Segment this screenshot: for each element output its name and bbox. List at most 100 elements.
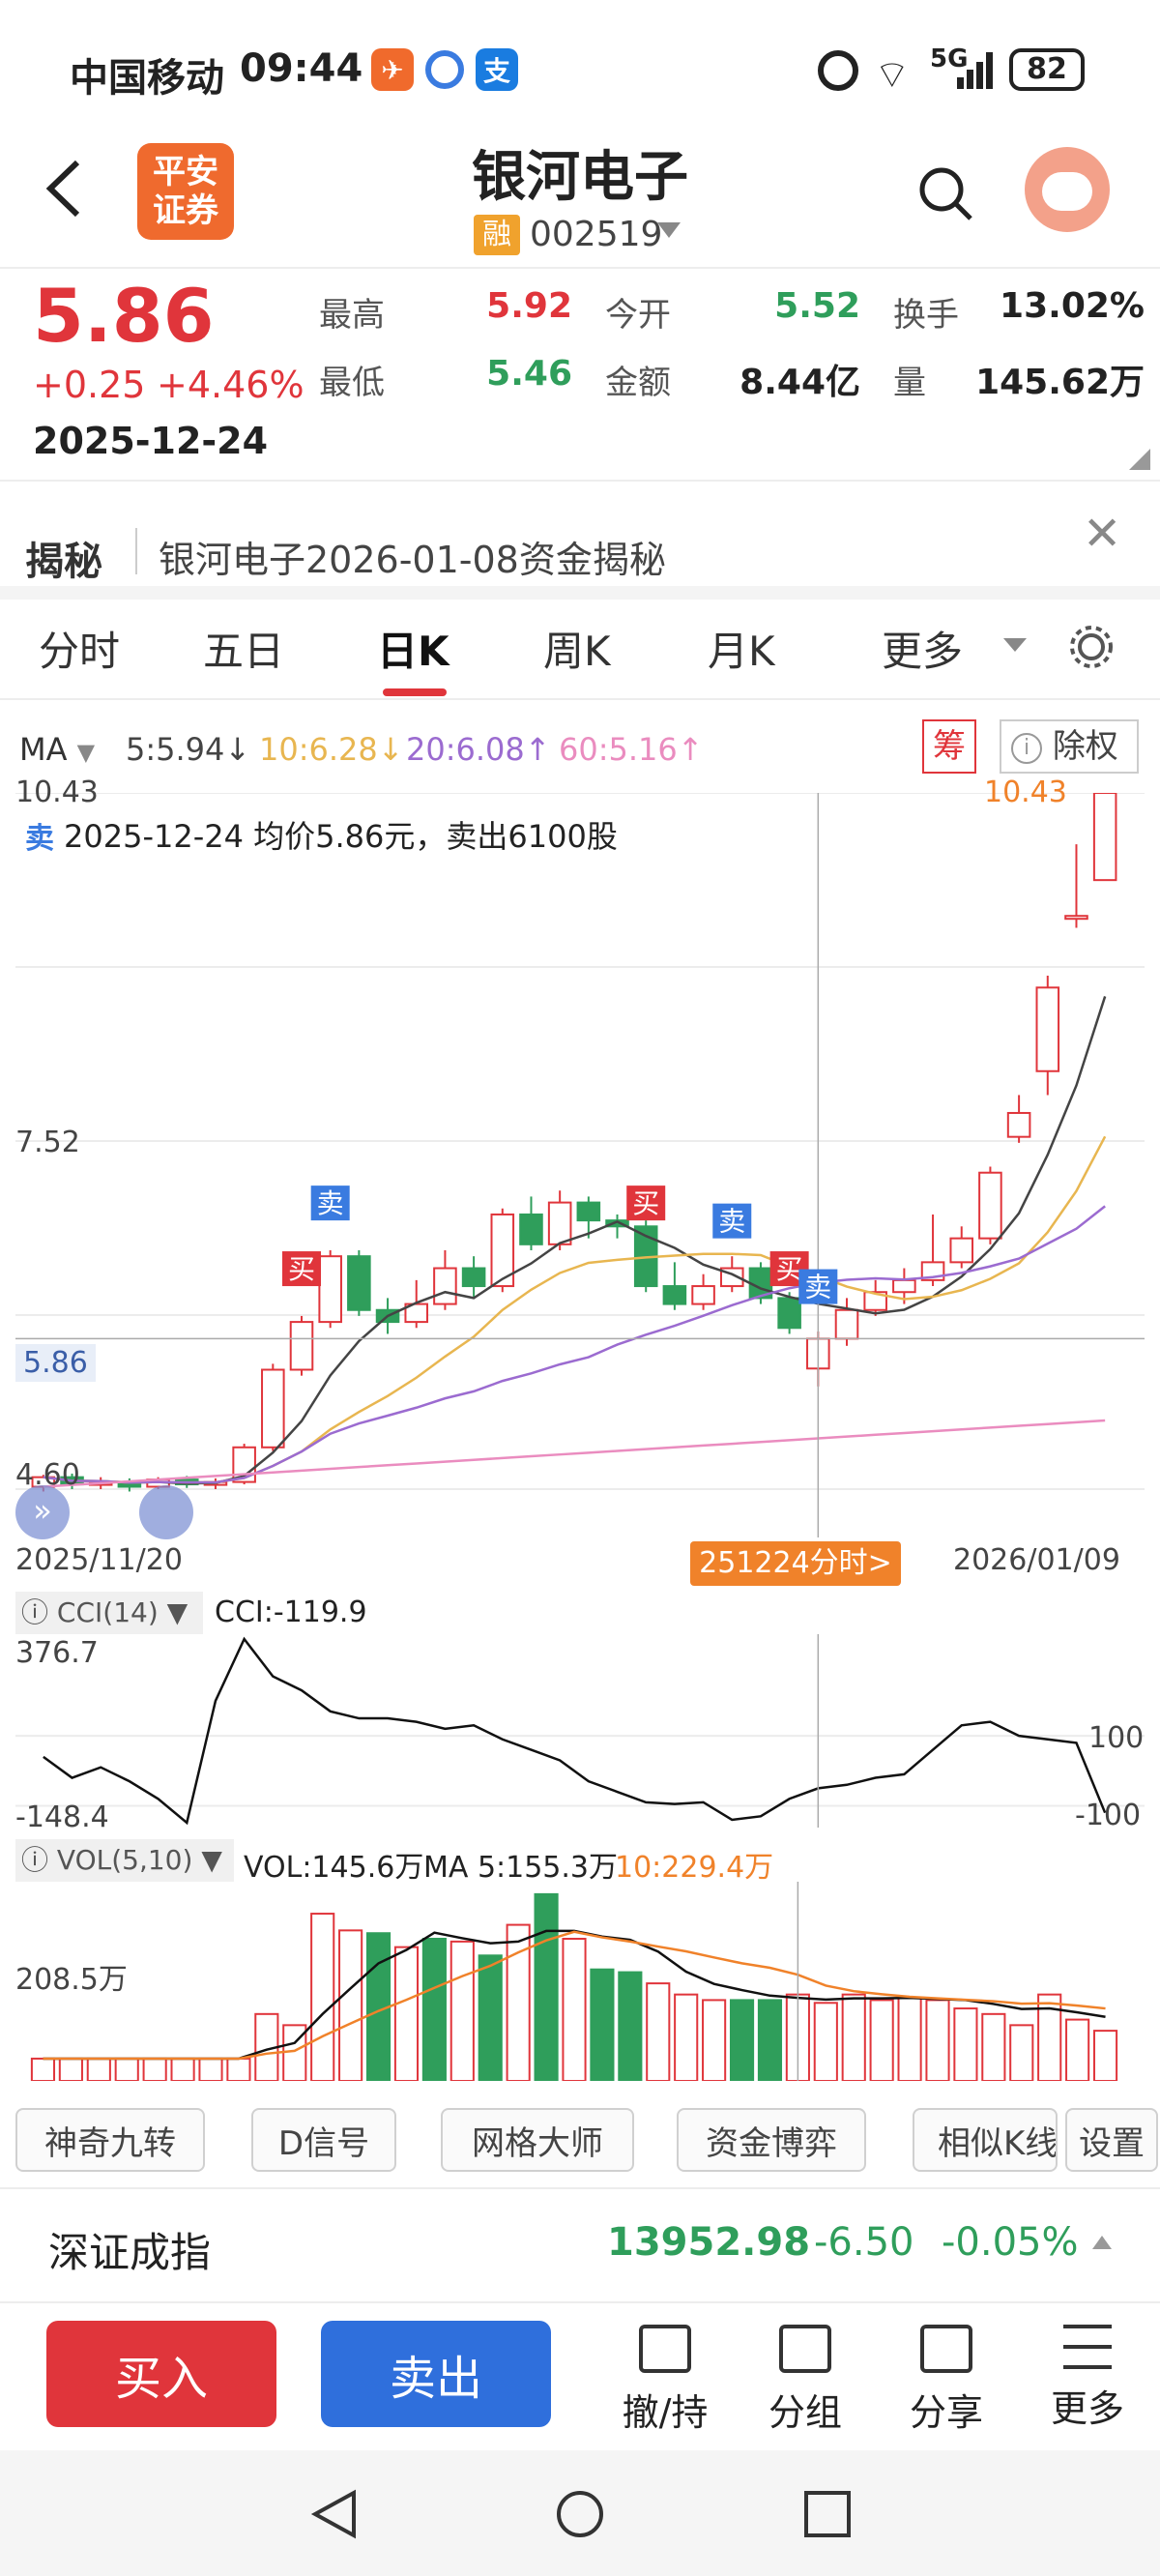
kline-chart[interactable]: 买卖买卖买卖 卖 2025-12-24 均价5.86元，卖出6100股 10.4… <box>15 776 1145 1539</box>
candle-body <box>261 1368 285 1449</box>
sell-marker <box>712 1203 752 1239</box>
tab-five-day[interactable]: 五日 <box>203 628 285 675</box>
vol-ma10: 10:229.4万 <box>615 1851 774 1885</box>
stock-code[interactable]: 002519 <box>530 215 663 254</box>
open-label: 今开 <box>605 296 671 335</box>
info-icon: ⓘ <box>21 1844 49 1876</box>
volume-bar <box>393 1946 420 2081</box>
current-price-tag: 5.86 <box>15 1344 96 1382</box>
index-ticker[interactable]: 深证成指 13952.98 -6.50 -0.05% <box>0 2189 1160 2305</box>
nav-back-icon[interactable] <box>307 2487 362 2541</box>
vol-indicator-selector[interactable]: ⓘ VOL(5,10) ▼ <box>15 1839 234 1882</box>
cancel-hold-button[interactable]: 撤/持 <box>612 2325 718 2436</box>
nav-recents-icon[interactable] <box>800 2487 855 2541</box>
tool-fund-game-button[interactable]: 资金博弈 <box>677 2108 866 2172</box>
volume-bar <box>869 1999 894 2081</box>
expand-quote-icon[interactable] <box>1129 449 1150 470</box>
chip-distribution-button[interactable]: 筹 <box>922 719 976 774</box>
amount-value: 8.44亿 <box>740 363 860 402</box>
volume-bar <box>590 1968 615 2081</box>
cci-indicator-selector[interactable]: ⓘ CCI(14) ▼ <box>15 1592 203 1634</box>
tab-daily-k[interactable]: 日K <box>377 628 450 675</box>
ma10-value: 10:6.28↓ <box>259 731 404 768</box>
ma-label: MA <box>19 731 68 768</box>
reveal-label: 揭秘 <box>25 540 102 584</box>
tool-magic-nine-button[interactable]: 神奇九转 <box>15 2108 205 2172</box>
tab-more[interactable]: 更多 <box>882 628 964 675</box>
ma-selector[interactable]: MA ▼ <box>19 731 95 768</box>
battery-level: 82 <box>1027 52 1067 86</box>
tool-similar-k-button[interactable]: 相似K线 <box>913 2108 1058 2172</box>
tool-settings-button[interactable]: 设置 <box>1065 2108 1158 2172</box>
trade-note: 2025-12-24 均价5.86元，卖出6100股 <box>64 818 618 855</box>
volume-bar <box>338 1929 363 2081</box>
volume-bar <box>310 1913 335 2081</box>
ex-right-button[interactable]: i 除权 <box>1000 719 1139 774</box>
last-price: 5.86 <box>33 273 215 359</box>
expand-left-button[interactable]: » <box>15 1485 70 1539</box>
volume-bar <box>30 2057 56 2081</box>
folder-icon <box>779 2325 831 2373</box>
reveal-text[interactable]: 银河电子2026-01-08资金揭秘 <box>159 539 666 581</box>
volume-bar <box>170 2057 195 2081</box>
stock-switch-caret-icon[interactable] <box>657 222 681 238</box>
group-button[interactable]: 分组 <box>752 2325 858 2436</box>
candle-body <box>1092 793 1117 882</box>
wifi-icon: ⌔ <box>874 53 911 98</box>
cci-100-label: 100 <box>1088 1721 1145 1755</box>
sell-marker-label: 卖 <box>317 1187 344 1219</box>
back-button[interactable] <box>39 155 87 233</box>
network-type: 5G <box>930 44 969 73</box>
volume-bar <box>562 1938 587 2081</box>
ma20-line <box>43 1205 1106 1484</box>
volume-bar <box>646 1982 671 2081</box>
close-banner-button[interactable]: ✕ <box>1083 507 1121 561</box>
tab-monthly-k[interactable]: 月K <box>708 628 775 675</box>
tab-weekly-k[interactable]: 周K <box>543 628 611 675</box>
nav-home-icon[interactable] <box>553 2487 607 2541</box>
volume-bar <box>953 2007 978 2081</box>
buy-marker <box>282 1251 321 1287</box>
sell-marker <box>310 1186 350 1221</box>
buy-marker <box>626 1186 666 1221</box>
tool-grid-master-button[interactable]: 网格大师 <box>441 2108 634 2172</box>
volume-bar <box>142 2057 167 2081</box>
more-button[interactable]: 更多 <box>1034 2325 1141 2432</box>
info-icon: i <box>1011 732 1042 764</box>
carrier-name: 中国移动 <box>70 56 224 101</box>
buy-marker-label: 买 <box>632 1187 659 1219</box>
buy-button[interactable]: 买入 <box>46 2321 276 2427</box>
vol-label: VOL(5,10) <box>56 1844 193 1876</box>
tool-d-signal-button[interactable]: D信号 <box>251 2108 396 2172</box>
volume-bar <box>58 2057 83 2081</box>
candle-body <box>949 1237 974 1264</box>
open-value: 5.52 <box>774 286 860 326</box>
chevron-down-icon: ▼ <box>166 1596 188 1628</box>
candle-body <box>433 1267 457 1305</box>
search-button[interactable] <box>916 164 974 226</box>
volume-bar <box>618 1971 643 2081</box>
assistant-avatar-icon[interactable] <box>1025 147 1110 232</box>
high-value: 5.92 <box>486 286 572 326</box>
ma60-value: 60:5.16↑ <box>559 731 704 768</box>
ma60-line <box>43 1419 1106 1488</box>
tab-intraday[interactable]: 分时 <box>39 628 121 675</box>
candle-body <box>777 1297 801 1330</box>
share-button[interactable]: 分享 <box>893 2325 1000 2436</box>
vol-axis-label: 208.5万 <box>15 1963 128 1997</box>
cci-chart[interactable]: 376.7 -148.4 100 -100 <box>15 1634 1145 1834</box>
chevron-up-icon <box>1092 2236 1112 2249</box>
ma5-value: 5:5.94↓ <box>126 731 251 768</box>
sell-button[interactable]: 卖出 <box>321 2321 551 2427</box>
intraday-tag-button[interactable]: 251224分时> <box>690 1541 901 1586</box>
zoom-button[interactable] <box>139 1485 193 1539</box>
search-icon <box>919 167 972 220</box>
price-change: +0.25 <box>33 364 146 406</box>
chart-settings-button[interactable] <box>1067 623 1116 675</box>
cci-bottom-label: -148.4 <box>15 1800 109 1834</box>
volume-value: 145.62万 <box>975 363 1145 402</box>
candle-body <box>863 1291 887 1311</box>
cci-label: CCI(14) <box>56 1596 159 1628</box>
volume-chart[interactable]: 208.5万 <box>15 1882 1145 2081</box>
